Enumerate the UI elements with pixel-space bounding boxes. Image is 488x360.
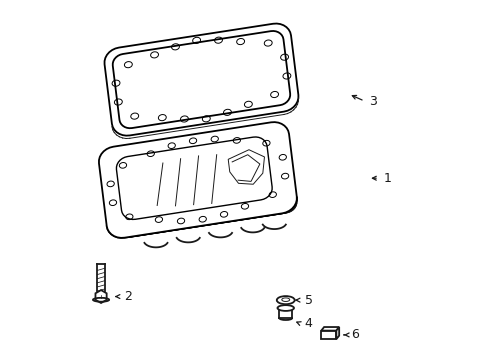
Ellipse shape xyxy=(276,296,294,304)
Text: 2: 2 xyxy=(123,290,131,303)
Text: 3: 3 xyxy=(368,95,376,108)
Polygon shape xyxy=(336,327,339,339)
Polygon shape xyxy=(106,196,296,238)
Polygon shape xyxy=(116,137,271,220)
Text: 5: 5 xyxy=(304,294,312,307)
Polygon shape xyxy=(104,23,298,136)
Polygon shape xyxy=(321,327,339,330)
Text: 4: 4 xyxy=(304,317,312,330)
Polygon shape xyxy=(99,122,296,238)
Text: 6: 6 xyxy=(351,328,359,341)
Text: 1: 1 xyxy=(383,172,391,185)
Polygon shape xyxy=(321,330,336,339)
Polygon shape xyxy=(113,31,289,128)
Polygon shape xyxy=(112,162,296,237)
Ellipse shape xyxy=(277,305,293,311)
